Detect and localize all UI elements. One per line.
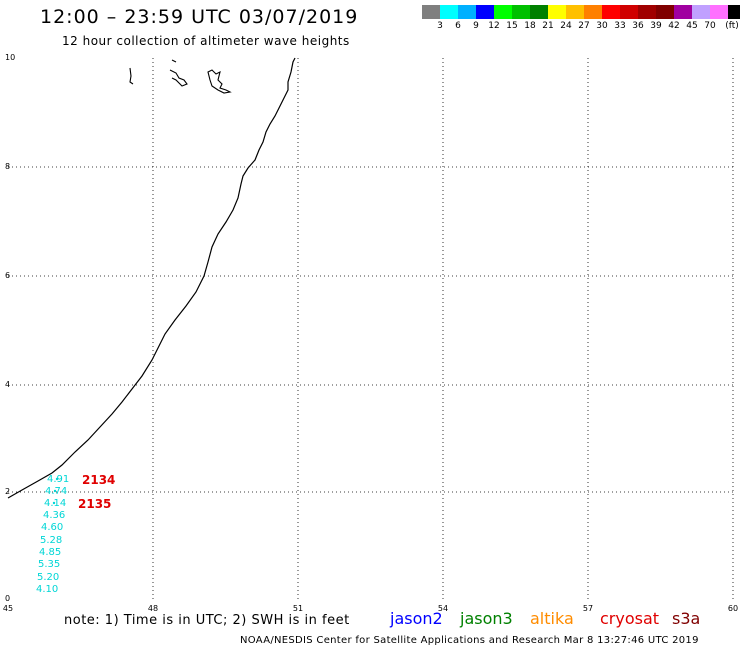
legend-swatch bbox=[422, 5, 440, 19]
page-title: 12:00 – 23:59 UTC 03/07/2019 bbox=[40, 6, 359, 28]
legend-label: 15 bbox=[506, 21, 518, 31]
legend-swatch bbox=[602, 5, 620, 19]
coastline bbox=[7, 57, 296, 499]
legend-swatch bbox=[494, 5, 512, 19]
legend-swatch bbox=[656, 5, 674, 19]
legend-label: 30 bbox=[596, 21, 608, 31]
legend-swatch bbox=[476, 5, 494, 19]
x-tick-label: 54 bbox=[437, 604, 449, 613]
satellite-altika: altika bbox=[530, 609, 574, 628]
pass-label: 2134 bbox=[82, 473, 116, 487]
wave-height-value: 5.28 bbox=[40, 535, 63, 546]
x-tick-label: 48 bbox=[147, 604, 159, 613]
legend-swatch bbox=[458, 5, 476, 19]
legend-swatch bbox=[440, 5, 458, 19]
legend-label: 27 bbox=[578, 21, 590, 31]
wave-height-value: 4.74 bbox=[45, 486, 68, 497]
legend-swatch bbox=[674, 5, 692, 19]
footer-credit: NOAA/NESDIS Center for Satellite Applica… bbox=[240, 635, 699, 646]
legend-label: 33 bbox=[614, 21, 626, 31]
islands bbox=[129, 59, 232, 94]
legend-label: 12 bbox=[488, 21, 500, 31]
legend-swatch bbox=[710, 5, 728, 19]
note-text: note: 1) Time is in UTC; 2) SWH is in fe… bbox=[64, 613, 350, 628]
wave-height-value: 5.20 bbox=[37, 572, 60, 583]
satellite-s3a: s3a bbox=[672, 609, 701, 628]
legend-label: 42 bbox=[668, 21, 680, 31]
grid-lines bbox=[8, 58, 734, 600]
wave-height-value: 4.10 bbox=[36, 584, 59, 595]
legend-swatch bbox=[620, 5, 638, 19]
x-tick-label: 57 bbox=[582, 604, 594, 613]
satellite-cryosat: cryosat bbox=[600, 609, 660, 628]
wave-height-value: 4.14 bbox=[44, 498, 67, 509]
legend-label: 45 bbox=[686, 21, 698, 31]
legend-swatch bbox=[692, 5, 710, 19]
satellite-jason3: jason3 bbox=[460, 609, 513, 628]
y-tick-label: 8 bbox=[5, 162, 11, 171]
wave-height-value: 4.91 bbox=[47, 474, 70, 485]
satellite-jason2: jason2 bbox=[390, 609, 443, 628]
legend-label: 18 bbox=[524, 21, 536, 31]
y-tick-label: 10 bbox=[5, 53, 16, 62]
wave-height-value: 5.35 bbox=[38, 559, 61, 570]
legend-label: 24 bbox=[560, 21, 572, 31]
wave-height-value: 4.36 bbox=[43, 510, 66, 521]
legend-swatch bbox=[566, 5, 584, 19]
legend-swatch bbox=[638, 5, 656, 19]
pass-label: 2135 bbox=[78, 497, 112, 511]
legend-swatch bbox=[584, 5, 602, 19]
legend-label: 36 bbox=[632, 21, 644, 31]
x-tick-label: 45 bbox=[2, 604, 14, 613]
legend-swatch bbox=[548, 5, 566, 19]
wave-height-legend bbox=[422, 5, 740, 19]
wave-height-value: 4.85 bbox=[39, 547, 62, 558]
y-tick-label: 6 bbox=[5, 271, 11, 280]
legend-swatch bbox=[512, 5, 530, 19]
legend-label: 70 bbox=[704, 21, 716, 31]
legend-label: 39 bbox=[650, 21, 662, 31]
legend-label: 21 bbox=[542, 21, 554, 31]
legend-label: 3 bbox=[437, 21, 443, 31]
x-tick-label: 51 bbox=[292, 604, 304, 613]
legend-label: (ft) bbox=[725, 21, 739, 31]
y-tick-label: 2 bbox=[5, 487, 11, 496]
legend-swatch bbox=[728, 5, 740, 19]
legend-swatch bbox=[530, 5, 548, 19]
legend-labels: 3 6 9 12 15 18 21 24 27 30 33 36 39 42 45 70 (ft) bbox=[422, 21, 740, 33]
y-tick-label: 4 bbox=[5, 380, 11, 389]
legend-label: 6 bbox=[455, 21, 461, 31]
ground-track bbox=[52, 477, 59, 505]
page-subtitle: 12 hour collection of altimeter wave hei… bbox=[62, 34, 350, 48]
x-tick-label: 60 bbox=[727, 604, 739, 613]
wave-height-value: 4.60 bbox=[41, 522, 64, 533]
legend-label: 9 bbox=[473, 21, 479, 31]
y-tick-label: 0 bbox=[5, 594, 11, 603]
